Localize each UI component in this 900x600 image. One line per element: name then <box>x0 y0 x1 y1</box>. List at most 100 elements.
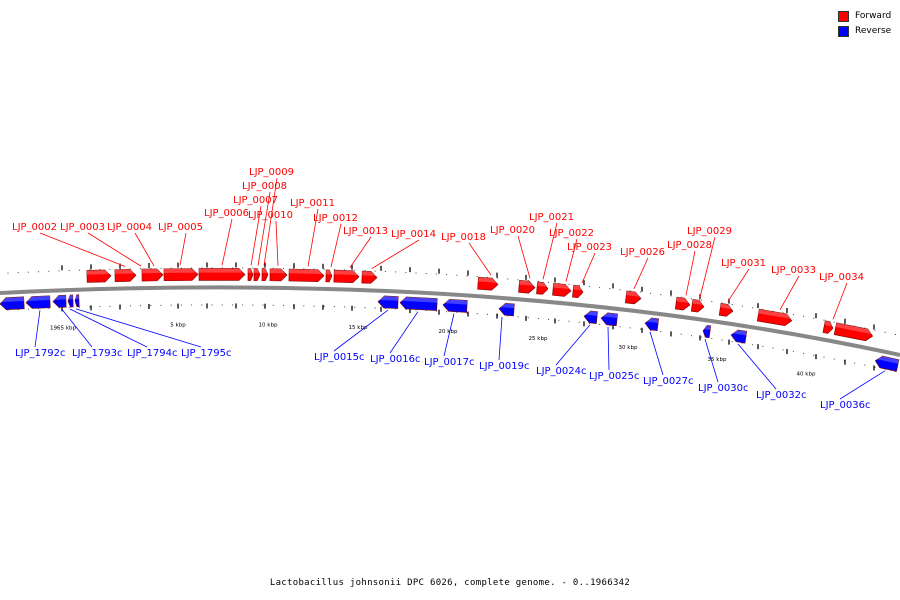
forward-leader-line <box>633 257 649 289</box>
forward-gene <box>261 268 269 281</box>
scale-label: 25 kbp <box>529 336 548 342</box>
forward-leader-line <box>699 236 716 298</box>
forward-gene-highlight <box>141 268 163 274</box>
gene-layer <box>0 268 900 372</box>
reverse-gene-label: LJP_0032c <box>756 390 807 401</box>
reverse-gene-highlight <box>601 312 618 319</box>
reverse-leader-line <box>75 308 202 348</box>
forward-gene-shape <box>333 269 360 284</box>
forward-gene-highlight <box>537 281 549 288</box>
reverse-gene <box>52 294 67 308</box>
forward-gene <box>163 268 199 282</box>
reverse-gene <box>498 302 515 317</box>
forward-gene <box>552 282 572 297</box>
forward-leader-line <box>257 191 271 266</box>
forward-gene-shape <box>536 281 549 295</box>
legend-forward: Forward <box>838 9 891 24</box>
reverse-gene-shape <box>52 294 67 308</box>
reverse-gene-label: LJP_0015c <box>314 352 365 363</box>
reverse-gene-label: LJP_1794c <box>127 348 178 359</box>
forward-gene-highlight <box>199 268 246 273</box>
reverse-gene-highlight <box>74 294 79 300</box>
reverse-gene <box>399 296 438 311</box>
reverse-gene <box>730 328 748 344</box>
legend-reverse: Reverse <box>838 24 891 39</box>
forward-gene-highlight <box>326 269 333 275</box>
legend: Forward Reverse <box>838 9 891 39</box>
forward-gene-highlight <box>720 303 734 310</box>
reverse-gene-highlight <box>0 296 24 303</box>
forward-gene-shape <box>163 268 199 282</box>
reverse-gene <box>600 312 618 327</box>
forward-gene-label: LJP_0011 <box>290 198 335 209</box>
scale-label: 20 kbp <box>439 329 458 335</box>
forward-leader-line <box>349 236 372 268</box>
forward-gene-label: LJP_0002 <box>12 222 57 233</box>
forward-gene <box>756 308 793 327</box>
reverse-leader-line <box>34 310 41 348</box>
forward-gene <box>333 269 360 284</box>
scale-label: 30 kbp <box>619 345 638 351</box>
reverse-gene <box>874 354 900 372</box>
forward-gene-label: LJP_0018 <box>441 232 486 243</box>
forward-gene-label: LJP_0007 <box>233 195 278 206</box>
forward-gene-shape <box>114 269 137 282</box>
forward-gene <box>198 268 246 281</box>
forward-gene-shape <box>253 268 261 281</box>
forward-gene-shape <box>674 296 691 311</box>
forward-gene <box>674 296 691 311</box>
forward-gene-shape <box>325 269 333 283</box>
reverse-gene-highlight <box>731 328 747 336</box>
forward-gene-highlight <box>553 283 572 290</box>
forward-gene-shape <box>822 320 834 334</box>
scale-label: 5 kbp <box>170 323 186 329</box>
reverse-gene-label: LJP_0024c <box>536 366 587 377</box>
reverse-gene <box>442 298 468 313</box>
reverse-gene-shape <box>600 312 618 327</box>
forward-gene-highlight <box>334 270 360 276</box>
forward-leader-line <box>39 232 126 267</box>
forward-gene-highlight <box>289 269 325 274</box>
reverse-gene-highlight <box>25 295 50 301</box>
reverse-leader-line <box>443 313 455 357</box>
forward-leader-line <box>542 222 558 280</box>
forward-gene <box>325 269 333 283</box>
forward-gene <box>253 268 261 281</box>
forward-gene <box>269 268 288 282</box>
reverse-gene-highlight <box>400 296 438 303</box>
reverse-leader-line <box>389 311 419 354</box>
reverse-gene-highlight <box>67 294 73 300</box>
forward-leader-line <box>263 177 278 266</box>
reverse-gene <box>25 295 51 309</box>
reverse-gene-shape <box>442 299 468 313</box>
forward-gene-highlight <box>835 322 874 335</box>
reverse-gene-shape <box>583 310 598 324</box>
forward-gene-label: LJP_0013 <box>343 226 388 237</box>
forward-leader-line <box>134 232 155 267</box>
forward-gene-label: LJP_0004 <box>107 222 152 233</box>
reverse-gene <box>0 296 25 310</box>
forward-gene <box>518 280 536 294</box>
reverse-gene-shape <box>702 324 712 339</box>
forward-gene-shape <box>756 308 793 327</box>
forward-gene-highlight <box>114 269 136 274</box>
scale-label: 35 kbp <box>708 357 727 363</box>
forward-gene-highlight <box>248 268 254 273</box>
map-caption: Lactobacillus johnsonii DPC 6026, comple… <box>269 578 631 588</box>
forward-leader-line <box>565 238 578 282</box>
forward-gene-label: LJP_0021 <box>529 212 574 223</box>
forward-gene <box>247 268 254 281</box>
forward-gene-highlight <box>573 285 584 291</box>
forward-gene-label: LJP_0014 <box>391 229 436 240</box>
forward-gene-label: LJP_0028 <box>667 240 712 251</box>
forward-gene-shape <box>625 290 642 305</box>
forward-gene-label: LJP_0023 <box>567 242 612 253</box>
reverse-gene-highlight <box>378 295 399 301</box>
reverse-leader-line <box>704 338 719 383</box>
legend-label-forward: Forward <box>855 11 892 21</box>
reverse-leader-line <box>839 370 886 400</box>
reverse-gene-shape <box>0 296 25 310</box>
reverse-gene-label: LJP_0017c <box>424 357 475 368</box>
forward-leader-line <box>779 275 800 310</box>
reverse-gene-label: LJP_1793c <box>72 348 123 359</box>
